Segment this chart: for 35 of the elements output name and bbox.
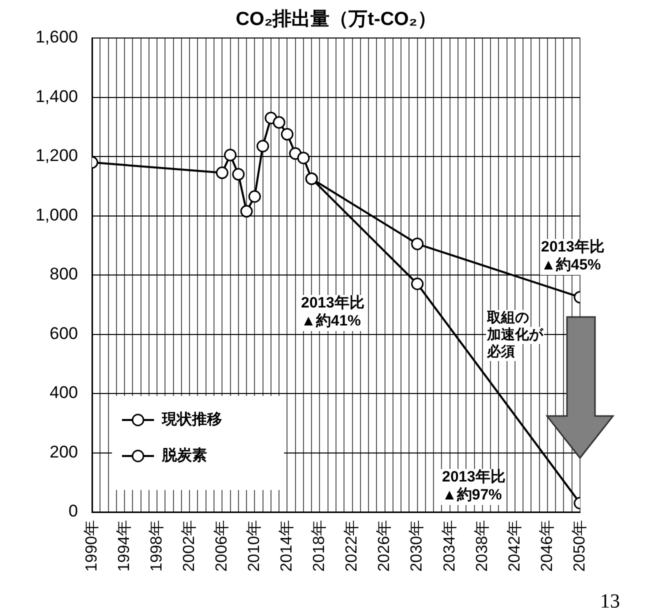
y-tick-label: 1,600 <box>35 28 78 47</box>
chart-title: CO₂排出量（万t-CO₂） <box>236 8 436 30</box>
x-tick-label: 1994年 <box>116 520 133 572</box>
legend-label: 現状推移 <box>161 411 222 428</box>
x-tick-label: 2010年 <box>246 520 264 572</box>
text: 13 <box>600 590 620 608</box>
y-tick-label: 600 <box>50 324 78 343</box>
x-tick-label: 2042年 <box>506 520 524 572</box>
y-tick-label: 0 <box>68 502 78 521</box>
x-tick-label: 2018年 <box>311 520 328 572</box>
x-tick-label: 2026年 <box>376 520 394 572</box>
x-tick-label: 2034年 <box>441 520 458 572</box>
annotation: 必須 <box>486 342 515 359</box>
legend-label: 脱炭素 <box>161 447 207 464</box>
y-tick-label: 200 <box>50 442 78 462</box>
annotation: 2013年比 ▲約97% <box>442 468 506 504</box>
x-tick-label: 2046年 <box>538 520 556 572</box>
y-tick-label: 800 <box>50 264 78 284</box>
annotation: 2013年比 ▲約41% <box>301 294 364 330</box>
x-tick-label: 2006年 <box>214 520 231 572</box>
x-tick-label: 1998年 <box>148 520 166 572</box>
x-tick-label: 2014年 <box>278 520 296 572</box>
y-tick-label: 400 <box>50 383 78 402</box>
x-tick-label: 1990年 <box>83 520 100 572</box>
annotation: 2013年比 ▲約45% <box>541 238 604 274</box>
x-tick-label: 2022年 <box>344 520 361 572</box>
annotation: 加速化が <box>486 326 544 342</box>
x-tick-label: 2038年 <box>474 520 491 572</box>
x-tick-label: 2050年 <box>571 520 588 572</box>
y-tick-label: 1,200 <box>35 146 78 166</box>
y-tick-label: 1,000 <box>35 205 78 224</box>
annotation: 取組の <box>486 308 529 325</box>
x-tick-label: 2002年 <box>181 520 198 572</box>
x-tick-label: 2030年 <box>408 520 426 572</box>
y-tick-label: 1,400 <box>35 86 78 106</box>
